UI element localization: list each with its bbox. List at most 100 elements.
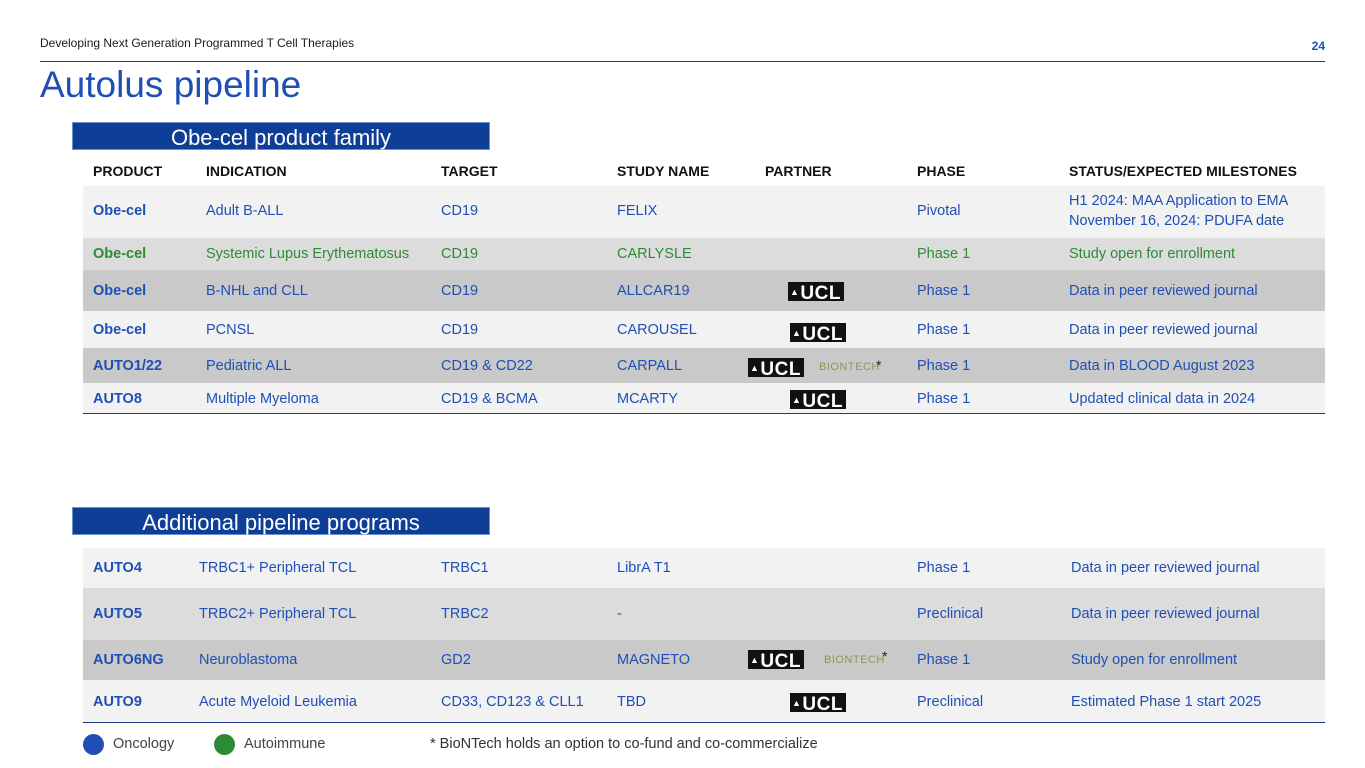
legend-autoimmune-dot	[214, 734, 235, 755]
status-cell: Data in peer reviewed journal	[1069, 322, 1258, 338]
product-cell: Obe-cel	[93, 283, 147, 299]
target-cell: CD19 & BCMA	[441, 391, 538, 407]
product-cell: AUTO5	[93, 606, 142, 622]
column-header-partner: PARTNER	[765, 163, 832, 179]
ucl-logo-text: UCL	[802, 391, 843, 412]
indication-cell: Systemic Lupus Erythematosus	[206, 246, 410, 262]
phase-cell: Phase 1	[917, 391, 971, 407]
status-cell: Estimated Phase 1 start 2025	[1071, 694, 1262, 710]
phase-cell: Phase 1	[917, 322, 971, 338]
status-cell: H1 2024: MAA Application to EMA	[1069, 193, 1289, 209]
phase-cell: Preclinical	[917, 606, 984, 622]
status-cell: Study open for enrollment	[1071, 652, 1238, 668]
ucl-logo-text: UCL	[802, 324, 843, 345]
phase-cell: Phase 1	[917, 358, 971, 374]
ucl-logo: ▲UCL	[790, 323, 846, 345]
section-additional-label: Additional pipeline programs	[72, 507, 490, 535]
table-row: Obe-cel B-NHL and CLL CD19 ALLCAR19 ▲UCL…	[83, 270, 1325, 311]
product-cell: AUTO8	[93, 391, 142, 407]
target-cell: CD19	[441, 246, 479, 262]
table-row: AUTO6NG Neuroblastoma GD2 MAGNETO ▲UCL B…	[83, 640, 1325, 680]
table-row: Obe-cel PCNSL CD19 CAROUSEL ▲UCL Phase 1…	[83, 311, 1325, 348]
indication-cell: Acute Myeloid Leukemia	[199, 694, 357, 710]
status-cell: Updated clinical data in 2024	[1069, 391, 1256, 407]
column-header-indication: INDICATION	[206, 163, 287, 179]
indication-cell: Neuroblastoma	[199, 652, 298, 668]
table-row: AUTO8 Multiple Myeloma CD19 & BCMA MCART…	[83, 383, 1325, 413]
study-cell: MCARTY	[617, 391, 678, 407]
study-cell: LibrA T1	[617, 560, 671, 576]
biontech-logo: BIONTECH	[824, 654, 885, 666]
ucl-logo-text: UCL	[760, 651, 801, 672]
status-cell: Data in peer reviewed journal	[1071, 560, 1260, 576]
target-cell: CD19	[441, 322, 479, 338]
table-row: AUTO5 TRBC2+ Peripheral TCL TRBC2 - Prec…	[83, 588, 1325, 640]
phase-cell: Phase 1	[917, 283, 971, 299]
target-cell: TRBC2	[441, 606, 489, 622]
status-cell: Data in peer reviewed journal	[1071, 606, 1260, 622]
product-cell: AUTO6NG	[93, 652, 164, 668]
study-cell: -	[617, 606, 622, 622]
table-row: AUTO1/22 Pediatric ALL CD19 & CD22 CARPA…	[83, 348, 1325, 383]
section-obe-cel-label: Obe-cel product family	[72, 122, 490, 150]
indication-cell: Adult B-ALL	[206, 203, 284, 219]
study-cell: ALLCAR19	[617, 283, 690, 299]
ucl-logo: ▲UCL	[748, 358, 804, 380]
legend-autoimmune-label: Autoimmune	[244, 736, 326, 752]
table-bottom-rule	[83, 413, 1325, 414]
ucl-logo: ▲UCL	[748, 650, 804, 672]
biontech-logo: BIONTECH	[819, 361, 880, 373]
study-cell: CAROUSEL	[617, 322, 697, 338]
target-cell: TRBC1	[441, 560, 489, 576]
ucl-logo-text: UCL	[800, 283, 841, 304]
target-cell: CD19 & CD22	[441, 358, 533, 374]
study-cell: CARLYSLE	[617, 246, 692, 262]
target-cell: CD33, CD123 & CLL1	[441, 694, 584, 710]
phase-cell: Phase 1	[917, 560, 971, 576]
product-cell: Obe-cel	[93, 322, 147, 338]
header-subtitle: Developing Next Generation Programmed T …	[40, 36, 355, 50]
indication-cell: PCNSL	[206, 322, 255, 338]
legend-oncology-label: Oncology	[113, 736, 175, 752]
status-cell: Study open for enrollment	[1069, 246, 1236, 262]
page-number: 24	[1311, 39, 1325, 53]
study-cell: TBD	[617, 694, 646, 710]
column-header-status: STATUS/EXPECTED MILESTONES	[1069, 163, 1297, 179]
ucl-logo: ▲UCL	[788, 282, 844, 304]
status-cell: Data in BLOOD August 2023	[1069, 358, 1255, 374]
footnote: * BioNTech holds an option to co-fund an…	[430, 736, 818, 752]
table-row: Obe-cel Adult B-ALL CD19 FELIX Pivotal H…	[83, 186, 1325, 238]
ucl-logo: ▲UCL	[790, 390, 846, 412]
phase-cell: Pivotal	[917, 203, 961, 219]
target-cell: CD19	[441, 283, 479, 299]
page-title: Autolus pipeline	[40, 64, 302, 105]
target-cell: CD19	[441, 203, 479, 219]
table-row: AUTO4 TRBC1+ Peripheral TCL TRBC1 LibrA …	[83, 548, 1325, 588]
ucl-logo-text: UCL	[760, 359, 801, 380]
target-cell: GD2	[441, 652, 471, 668]
column-header-phase: PHASE	[917, 163, 966, 179]
product-cell: AUTO1/22	[93, 358, 163, 374]
table-row: AUTO9 Acute Myeloid Leukemia CD33, CD123…	[83, 680, 1325, 722]
asterisk-mark: *	[876, 357, 882, 373]
phase-cell: Phase 1	[917, 652, 971, 668]
product-cell: Obe-cel	[93, 203, 147, 219]
indication-cell: Multiple Myeloma	[206, 391, 319, 407]
column-header-product: PRODUCT	[93, 163, 163, 179]
legend-oncology-dot	[83, 734, 104, 755]
indication-cell: Pediatric ALL	[206, 358, 292, 374]
column-header-study-name: STUDY NAME	[617, 163, 710, 179]
product-cell: AUTO4	[93, 560, 142, 576]
table-bottom-rule	[83, 722, 1325, 723]
product-cell: Obe-cel	[93, 246, 147, 262]
asterisk-mark: *	[882, 648, 888, 664]
study-cell: FELIX	[617, 203, 658, 219]
ucl-logo: ▲UCL	[790, 693, 846, 715]
phase-cell: Phase 1	[917, 246, 971, 262]
product-cell: AUTO9	[93, 694, 142, 710]
ucl-logo-text: UCL	[802, 694, 843, 715]
phase-cell: Preclinical	[917, 694, 984, 710]
status-cell: Data in peer reviewed journal	[1069, 283, 1258, 299]
indication-cell: TRBC1+ Peripheral TCL	[199, 560, 357, 576]
study-cell: MAGNETO	[617, 652, 691, 668]
